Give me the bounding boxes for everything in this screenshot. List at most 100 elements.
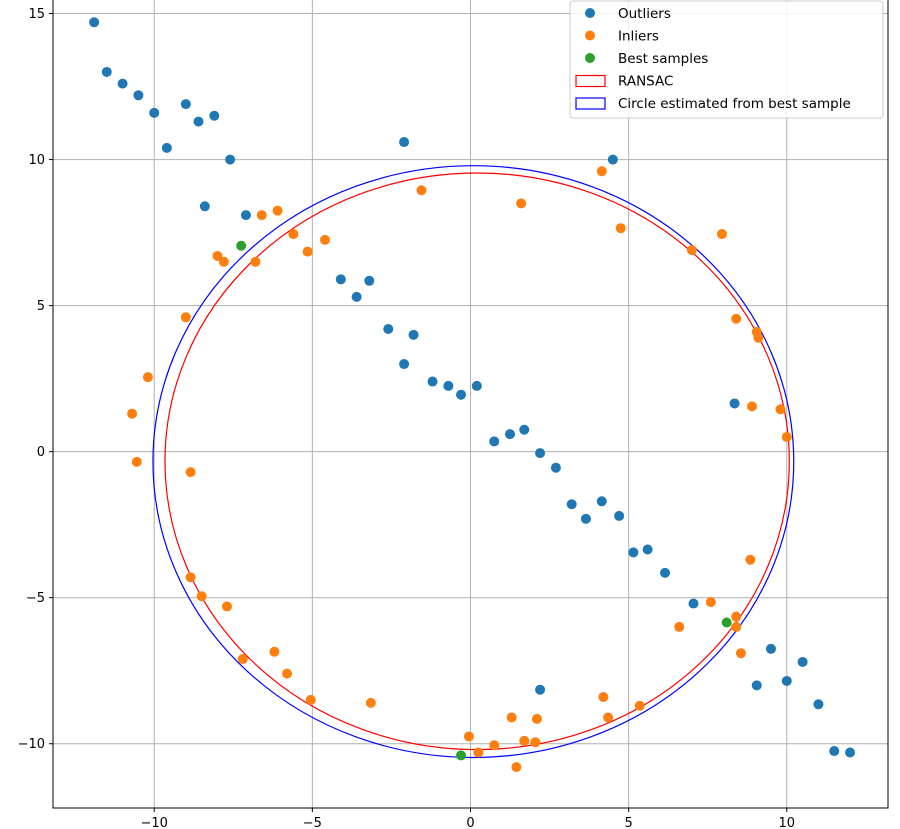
outlier-point: [505, 429, 516, 440]
inlier-point: [516, 198, 527, 209]
outlier-point: [335, 274, 346, 285]
inlier-point: [530, 737, 541, 748]
outlier-point: [580, 513, 591, 524]
inlier-point: [473, 747, 484, 758]
inlier-point: [142, 372, 153, 383]
outlier-point: [660, 567, 671, 578]
outlier-point: [614, 510, 625, 521]
y-tick-label: 15: [28, 7, 45, 22]
inlier-point: [250, 256, 261, 267]
outlier-point: [364, 275, 375, 286]
inlier-point: [320, 234, 331, 245]
legend-box: [569, 0, 884, 119]
inlier-point: [598, 692, 609, 703]
outlier-point: [408, 329, 419, 340]
outlier-point: [550, 462, 561, 473]
outlier-point: [471, 380, 482, 391]
outlier-point: [383, 323, 394, 334]
inlier-point: [705, 597, 716, 608]
x-tick-label: 0: [466, 816, 474, 829]
inlier-point: [212, 250, 223, 261]
outlier-point: [566, 499, 577, 510]
legend-patch: [575, 74, 606, 88]
inlier-point: [775, 404, 786, 415]
best-sample-circle: [152, 165, 795, 759]
data-layer: [89, 17, 856, 773]
legend-label: Inliers: [618, 29, 659, 45]
outlier-point: [399, 137, 410, 148]
inlier-point: [131, 456, 142, 467]
outlier-point: [489, 436, 500, 447]
outlier-point: [193, 116, 204, 127]
x-tick-label: −10: [140, 816, 167, 829]
inlier-point: [716, 229, 727, 240]
outlier-point: [751, 680, 762, 691]
best-sample-point: [236, 240, 247, 251]
inlier-point: [531, 713, 542, 724]
y-tick-label: 10: [28, 153, 45, 168]
legend: Outliers Inliers Best samples RANSAC Circle …: [569, 0, 884, 119]
inlier-point: [489, 740, 500, 751]
inlier-point: [506, 712, 517, 723]
inlier-point: [272, 205, 283, 216]
inlier-point: [519, 735, 530, 746]
inlier-point: [269, 646, 280, 657]
inlier-point: [674, 621, 685, 632]
x-tick-label: 10: [779, 816, 796, 829]
inlier-point: [781, 432, 792, 443]
inlier-point: [185, 467, 196, 478]
inlier-point: [634, 700, 645, 711]
inlier-point: [746, 401, 757, 412]
x-tick-label: −5: [303, 816, 322, 829]
inlier-point: [735, 648, 746, 659]
inlier-point: [180, 312, 191, 323]
outlier-point: [642, 544, 653, 555]
inlier-point: [753, 332, 764, 343]
legend-marker: [585, 53, 595, 63]
inlier-point: [196, 591, 207, 602]
outlier-point: [199, 201, 210, 212]
axes: −10 −5 0 5 10 15 10 5 0 −5 −10: [18, 7, 795, 829]
outlier-point: [240, 210, 251, 221]
outlier-point: [133, 90, 144, 101]
legend-label: Best samples: [618, 51, 708, 67]
outlier-point: [427, 376, 438, 387]
outlier-point: [101, 66, 112, 77]
inlier-point: [731, 611, 742, 622]
outlier-point: [729, 398, 740, 409]
inlier-point: [615, 223, 626, 234]
outlier-point: [443, 380, 454, 391]
outlier-point: [535, 448, 546, 459]
inlier-point: [237, 654, 248, 665]
y-tick-label: 5: [37, 299, 45, 314]
outlier-point: [209, 110, 220, 121]
outlier-point: [519, 424, 530, 435]
inlier-point: [416, 185, 427, 196]
outlier-point: [161, 142, 172, 153]
outlier-point: [845, 747, 856, 758]
inlier-point: [302, 246, 313, 257]
outlier-point: [535, 684, 546, 695]
plot-frame: [52, 0, 889, 809]
outlier-point: [688, 598, 699, 609]
outlier-point: [797, 656, 808, 667]
inlier-point: [596, 166, 607, 177]
inlier-point: [365, 697, 376, 708]
outlier-point: [813, 699, 824, 710]
outlier-point: [456, 389, 467, 400]
outlier-point: [351, 291, 362, 302]
outlier-point: [149, 107, 160, 118]
legend-label: Outliers: [618, 6, 671, 22]
legend-marker: [585, 8, 595, 18]
legend-patch: [575, 97, 606, 110]
inlier-point: [288, 229, 299, 240]
inlier-point: [127, 408, 138, 419]
outlier-point: [765, 643, 776, 654]
outlier-point: [225, 154, 236, 165]
inlier-point: [745, 554, 756, 565]
inlier-point: [221, 601, 232, 612]
best-sample-point: [721, 617, 732, 628]
y-tick-label: −5: [26, 591, 45, 606]
outlier-point: [607, 154, 618, 165]
